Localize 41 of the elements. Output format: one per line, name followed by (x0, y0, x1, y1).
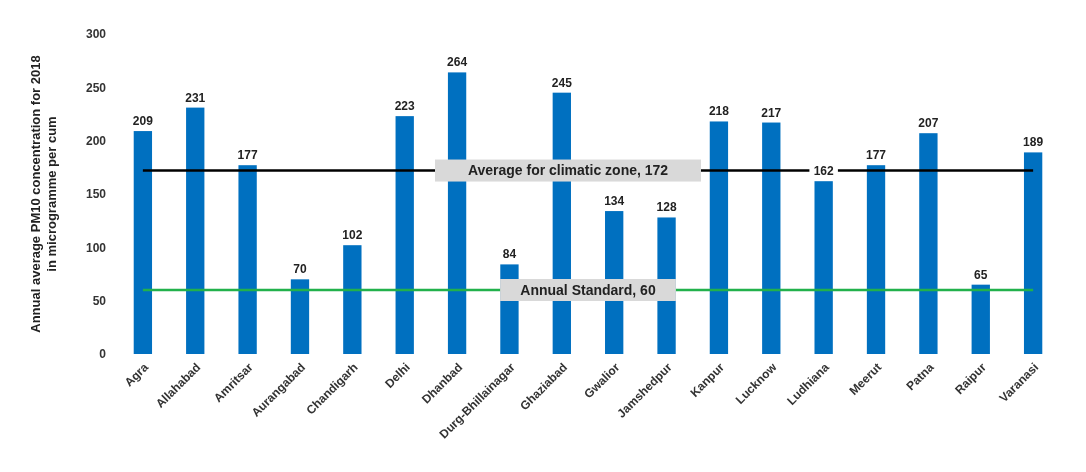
data-label: 84 (502, 247, 517, 262)
data-label: 231 (185, 90, 206, 105)
y-tick-label: 200 (85, 133, 107, 148)
bar (866, 165, 886, 354)
data-label: 217 (761, 105, 782, 120)
y-tick-label: 250 (85, 80, 107, 95)
data-label: 162 (813, 164, 834, 179)
data-label: 218 (708, 104, 730, 119)
data-label: 207 (918, 116, 939, 131)
data-label: 134 (604, 194, 625, 209)
data-label: 189 (1023, 135, 1044, 150)
data-label: 177 (237, 148, 258, 163)
bar (238, 165, 257, 354)
y-tick-label: 150 (85, 187, 107, 202)
bar (1023, 152, 1043, 354)
data-label: 65 (974, 267, 988, 282)
bar (919, 133, 938, 354)
y-tick-label: 100 (85, 240, 107, 255)
bar (971, 284, 990, 354)
data-label: 209 (132, 114, 154, 129)
data-label: 245 (551, 75, 573, 90)
y-axis-title: Annual average PM10 concentration for 2018 in microgramme per cum (28, 55, 59, 333)
ref-line-label: Average for climatic zone, 172 (467, 162, 669, 179)
bar (186, 107, 205, 354)
bar (814, 181, 833, 354)
data-label: 70 (293, 262, 307, 277)
bar (133, 131, 153, 354)
bar (762, 122, 781, 354)
bar (709, 121, 729, 354)
bar (343, 245, 362, 354)
ref-line-label: Annual Standard, 60 (520, 281, 656, 298)
data-label: 128 (656, 200, 677, 215)
data-label: 264 (447, 55, 468, 70)
data-label: 102 (342, 228, 363, 243)
y-tick-label: 50 (92, 293, 107, 308)
y-tick-label: 0 (99, 347, 107, 362)
bar (395, 116, 414, 354)
data-label: 177 (866, 148, 887, 163)
bar (290, 279, 310, 354)
data-label: 223 (394, 99, 416, 114)
y-tick-label: 300 (85, 27, 107, 42)
